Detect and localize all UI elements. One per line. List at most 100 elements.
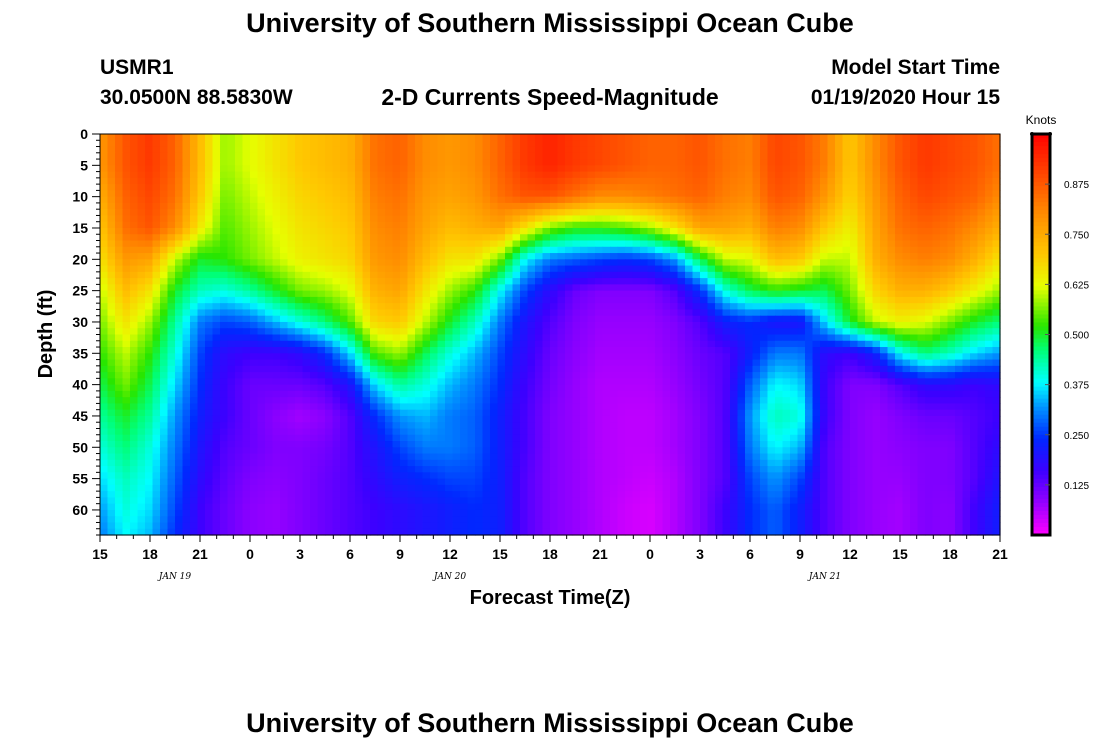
heatmap-cell <box>797 278 806 285</box>
heatmap-cell <box>857 140 866 148</box>
heatmap-cell <box>977 384 986 392</box>
heatmap-cell <box>212 184 221 191</box>
heatmap-cell <box>917 202 926 210</box>
heatmap-cell <box>580 190 589 198</box>
heatmap-cell <box>182 365 191 373</box>
heatmap-cell <box>130 290 139 298</box>
heatmap-cell <box>407 309 416 317</box>
heatmap-cell <box>100 165 109 173</box>
heatmap-cell <box>250 353 259 361</box>
heatmap-cell <box>625 290 634 298</box>
heatmap-cell <box>572 202 581 210</box>
heatmap-cell <box>310 328 319 336</box>
heatmap-cell <box>130 152 139 160</box>
heatmap-cell <box>235 146 244 154</box>
heatmap-cell <box>917 271 926 279</box>
heatmap-cell <box>535 171 544 179</box>
heatmap-cell <box>880 334 889 342</box>
heatmap-cell <box>122 309 131 317</box>
heatmap-cell <box>257 334 266 342</box>
heatmap-cell <box>557 165 566 173</box>
heatmap-cell <box>130 209 139 217</box>
heatmap-cell <box>130 227 139 235</box>
heatmap-cell <box>737 384 746 392</box>
heatmap-cell <box>977 359 986 367</box>
heatmap-cell <box>272 390 281 398</box>
heatmap-cell <box>722 177 731 185</box>
heatmap-cell <box>827 359 836 367</box>
heatmap-cell <box>467 152 476 160</box>
heatmap-cell <box>745 303 754 311</box>
heatmap-cell <box>182 271 191 279</box>
heatmap-cell <box>115 390 124 398</box>
heatmap-cell <box>160 253 169 260</box>
heatmap-cell <box>820 165 829 173</box>
heatmap-cell <box>722 303 731 311</box>
heatmap-cell <box>512 227 521 235</box>
heatmap-cell <box>625 353 634 361</box>
heatmap-cell <box>565 215 574 223</box>
heatmap-cell <box>220 372 229 379</box>
heatmap-cell <box>137 215 146 223</box>
heatmap-cell <box>602 378 611 386</box>
heatmap-cell <box>137 184 146 191</box>
heatmap-cell <box>715 177 724 185</box>
heatmap-cell <box>820 340 829 348</box>
heatmap-cell <box>490 290 499 298</box>
heatmap-cell <box>242 321 251 329</box>
heatmap-cell <box>962 271 971 279</box>
heatmap-cell <box>827 353 836 361</box>
heatmap-cell <box>310 309 319 317</box>
heatmap-cell <box>805 146 814 154</box>
heatmap-cell <box>205 378 214 386</box>
station-id: USMR1 <box>100 56 174 79</box>
heatmap-cell <box>850 190 859 198</box>
heatmap-cell <box>130 296 139 304</box>
heatmap-cell <box>475 246 484 254</box>
heatmap-cell <box>370 184 379 191</box>
heatmap-cell <box>730 159 739 166</box>
heatmap-cell <box>610 259 619 267</box>
heatmap-cell <box>557 278 566 285</box>
heatmap-cell <box>745 353 754 361</box>
heatmap-cell <box>610 253 619 260</box>
heatmap-cell <box>902 152 911 160</box>
heatmap-cell <box>647 303 656 311</box>
heatmap-cell <box>190 365 199 373</box>
heatmap-cell <box>730 309 739 317</box>
heatmap-cell <box>377 227 386 235</box>
heatmap-cell <box>370 259 379 267</box>
heatmap-cell <box>565 290 574 298</box>
heatmap-cell <box>220 347 229 354</box>
heatmap-cell <box>295 284 304 292</box>
heatmap-cell <box>655 359 664 367</box>
heatmap-cell <box>415 227 424 235</box>
heatmap-cell <box>287 340 296 348</box>
heatmap-cell <box>235 384 244 392</box>
heatmap-cell <box>542 196 551 204</box>
heatmap-cell <box>445 140 454 148</box>
heatmap-cell <box>505 215 514 223</box>
heatmap-cell <box>767 328 776 336</box>
heatmap-cell <box>250 384 259 392</box>
heatmap-cell <box>100 171 109 179</box>
heatmap-cell <box>647 184 656 191</box>
heatmap-cell <box>895 328 904 336</box>
heatmap-cell <box>955 202 964 210</box>
heatmap-cell <box>362 284 371 292</box>
heatmap-cell <box>490 146 499 154</box>
heatmap-cell <box>797 146 806 154</box>
heatmap-cell <box>362 378 371 386</box>
heatmap-cell <box>250 227 259 235</box>
heatmap-cell <box>887 278 896 285</box>
heatmap-cell <box>370 321 379 329</box>
heatmap-cell <box>400 321 409 329</box>
heatmap-cell <box>917 165 926 173</box>
heatmap-cell <box>602 284 611 292</box>
heatmap-cell <box>400 390 409 398</box>
heatmap-cell <box>940 328 949 336</box>
heatmap-cell <box>535 278 544 285</box>
heatmap-cell <box>955 309 964 317</box>
heatmap-cell <box>400 303 409 311</box>
heatmap-cell <box>355 227 364 235</box>
